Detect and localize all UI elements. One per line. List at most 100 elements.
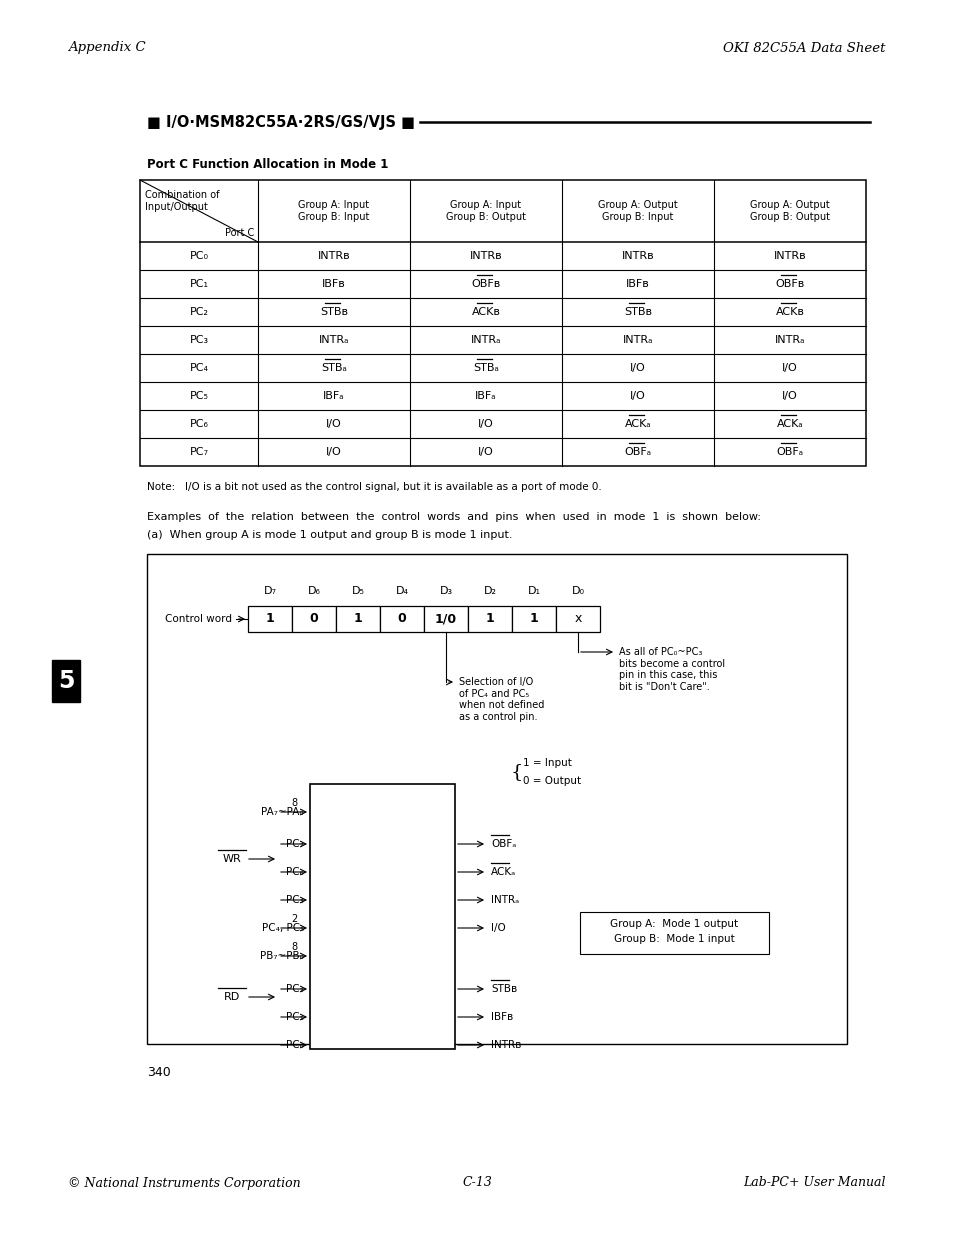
Text: D₅: D₅ xyxy=(352,585,364,597)
Text: ACKʙ: ACKʙ xyxy=(775,308,803,317)
Text: IBFₐ: IBFₐ xyxy=(475,391,497,401)
Text: PC₅: PC₅ xyxy=(190,391,208,401)
Text: STBʙ: STBʙ xyxy=(623,308,651,317)
Bar xyxy=(379,606,423,632)
Text: STBₐ: STBₐ xyxy=(321,363,347,373)
Text: PC₀: PC₀ xyxy=(286,1040,304,1050)
Bar xyxy=(512,606,556,632)
Text: I/O: I/O xyxy=(781,391,797,401)
Text: INTRʙ: INTRʙ xyxy=(491,1040,520,1050)
Text: D₆: D₆ xyxy=(307,585,320,597)
Text: INTRₐ: INTRₐ xyxy=(318,335,349,345)
Text: D₁: D₁ xyxy=(527,585,540,597)
Text: C-13: C-13 xyxy=(461,1177,492,1189)
Text: I/O: I/O xyxy=(477,419,494,429)
Text: Lab-PC+ User Manual: Lab-PC+ User Manual xyxy=(742,1177,885,1189)
Text: INTRʙ: INTRʙ xyxy=(621,251,654,261)
Text: ACKʙ: ACKʙ xyxy=(471,308,500,317)
Text: Selection of I/O
of PC₄ and PC₅
when not defined
as a control pin.: Selection of I/O of PC₄ and PC₅ when not… xyxy=(458,677,544,721)
Text: INTRʙ: INTRʙ xyxy=(317,251,350,261)
Bar xyxy=(248,606,292,632)
Text: I/O: I/O xyxy=(630,391,645,401)
Text: PC₃: PC₃ xyxy=(286,895,304,905)
Text: Control word: Control word xyxy=(165,614,232,624)
Text: D₂: D₂ xyxy=(483,585,496,597)
Text: 1/0: 1/0 xyxy=(435,613,456,625)
Text: PC₂: PC₂ xyxy=(190,308,209,317)
Text: 1 = Input: 1 = Input xyxy=(522,758,571,768)
Text: 8: 8 xyxy=(291,942,296,952)
Text: IBFₐ: IBFₐ xyxy=(323,391,344,401)
Text: Port C: Port C xyxy=(225,228,253,238)
Text: IBFʙ: IBFʙ xyxy=(322,279,345,289)
Text: PC₆: PC₆ xyxy=(286,867,304,877)
Text: INTRₐ: INTRₐ xyxy=(491,895,518,905)
Text: PC₃: PC₃ xyxy=(190,335,209,345)
Text: Note:   I/O is a bit not used as the control signal, but it is available as a po: Note: I/O is a bit not used as the contr… xyxy=(147,482,601,492)
Bar xyxy=(292,606,335,632)
Text: PC₂: PC₂ xyxy=(286,984,304,994)
Text: PC₁: PC₁ xyxy=(286,1011,304,1023)
Bar xyxy=(52,659,80,701)
Text: 8: 8 xyxy=(291,798,296,808)
Text: PC₄: PC₄ xyxy=(190,363,209,373)
Text: PC₇: PC₇ xyxy=(190,447,209,457)
Bar xyxy=(423,606,468,632)
Text: As all of PC₀~PC₃
bits become a control
pin in this case, this
bit is "Don't Car: As all of PC₀~PC₃ bits become a control … xyxy=(618,647,724,692)
Text: D₀: D₀ xyxy=(571,585,584,597)
Text: PC₄, PC₅: PC₄, PC₅ xyxy=(261,923,304,932)
Text: WR: WR xyxy=(222,853,241,864)
Text: 5: 5 xyxy=(58,669,74,693)
Text: ACKₐ: ACKₐ xyxy=(776,419,802,429)
Text: OBFₐ: OBFₐ xyxy=(624,447,651,457)
Text: I/O: I/O xyxy=(781,363,797,373)
FancyBboxPatch shape xyxy=(579,911,768,953)
Text: IBFʙ: IBFʙ xyxy=(491,1011,513,1023)
Bar xyxy=(335,606,379,632)
Text: 1: 1 xyxy=(265,613,274,625)
Bar xyxy=(147,555,846,1044)
Text: STBʙ: STBʙ xyxy=(491,984,517,994)
Text: PA₇~PA₀: PA₇~PA₀ xyxy=(261,806,304,818)
Text: 340: 340 xyxy=(147,1066,171,1078)
Text: Group A: Input
Group B: Output: Group A: Input Group B: Output xyxy=(446,200,525,222)
Text: Examples  of  the  relation  between  the  control  words  and  pins  when  used: Examples of the relation between the con… xyxy=(147,513,760,522)
Text: INTRₐ: INTRₐ xyxy=(774,335,804,345)
Text: I/O: I/O xyxy=(630,363,645,373)
Text: Group A: Input
Group B: Input: Group A: Input Group B: Input xyxy=(298,200,370,222)
Text: Appendix C: Appendix C xyxy=(68,42,146,54)
Text: OBFₐ: OBFₐ xyxy=(491,839,516,848)
Text: (a)  When group A is mode 1 output and group B is mode 1 input.: (a) When group A is mode 1 output and gr… xyxy=(147,530,512,540)
Text: OBFʙ: OBFʙ xyxy=(775,279,803,289)
Text: ■ I/O·MSM82C55A·2RS/GS/VJS ■: ■ I/O·MSM82C55A·2RS/GS/VJS ■ xyxy=(147,115,415,130)
Text: {: { xyxy=(511,763,523,781)
Text: © National Instruments Corporation: © National Instruments Corporation xyxy=(68,1177,300,1189)
Text: PC₆: PC₆ xyxy=(190,419,208,429)
Bar xyxy=(310,784,455,1049)
Bar xyxy=(556,606,599,632)
Text: ACKₐ: ACKₐ xyxy=(491,867,516,877)
Text: D₃: D₃ xyxy=(439,585,452,597)
Text: I/O: I/O xyxy=(477,447,494,457)
Text: 1: 1 xyxy=(354,613,362,625)
Bar xyxy=(140,180,865,466)
Text: 0: 0 xyxy=(310,613,318,625)
Text: OBFₐ: OBFₐ xyxy=(776,447,802,457)
Text: 2: 2 xyxy=(291,914,296,924)
Text: Group A: Output
Group B: Output: Group A: Output Group B: Output xyxy=(749,200,829,222)
Text: x: x xyxy=(574,613,581,625)
Text: D₇: D₇ xyxy=(263,585,276,597)
Text: INTRₐ: INTRₐ xyxy=(470,335,500,345)
Text: STBₐ: STBₐ xyxy=(473,363,498,373)
Text: PC₀: PC₀ xyxy=(190,251,209,261)
Text: Group A: Output
Group B: Input: Group A: Output Group B: Input xyxy=(598,200,678,222)
Text: D₄: D₄ xyxy=(395,585,408,597)
Text: OKI 82C55A Data Sheet: OKI 82C55A Data Sheet xyxy=(722,42,885,54)
Text: I/O: I/O xyxy=(326,419,341,429)
Text: Port C Function Allocation in Mode 1: Port C Function Allocation in Mode 1 xyxy=(147,158,388,172)
Text: INTRʙ: INTRʙ xyxy=(773,251,805,261)
Text: 0 = Output: 0 = Output xyxy=(522,776,580,785)
Text: I/O: I/O xyxy=(491,923,505,932)
Text: INTRₐ: INTRₐ xyxy=(622,335,653,345)
Text: OBFʙ: OBFʙ xyxy=(471,279,500,289)
